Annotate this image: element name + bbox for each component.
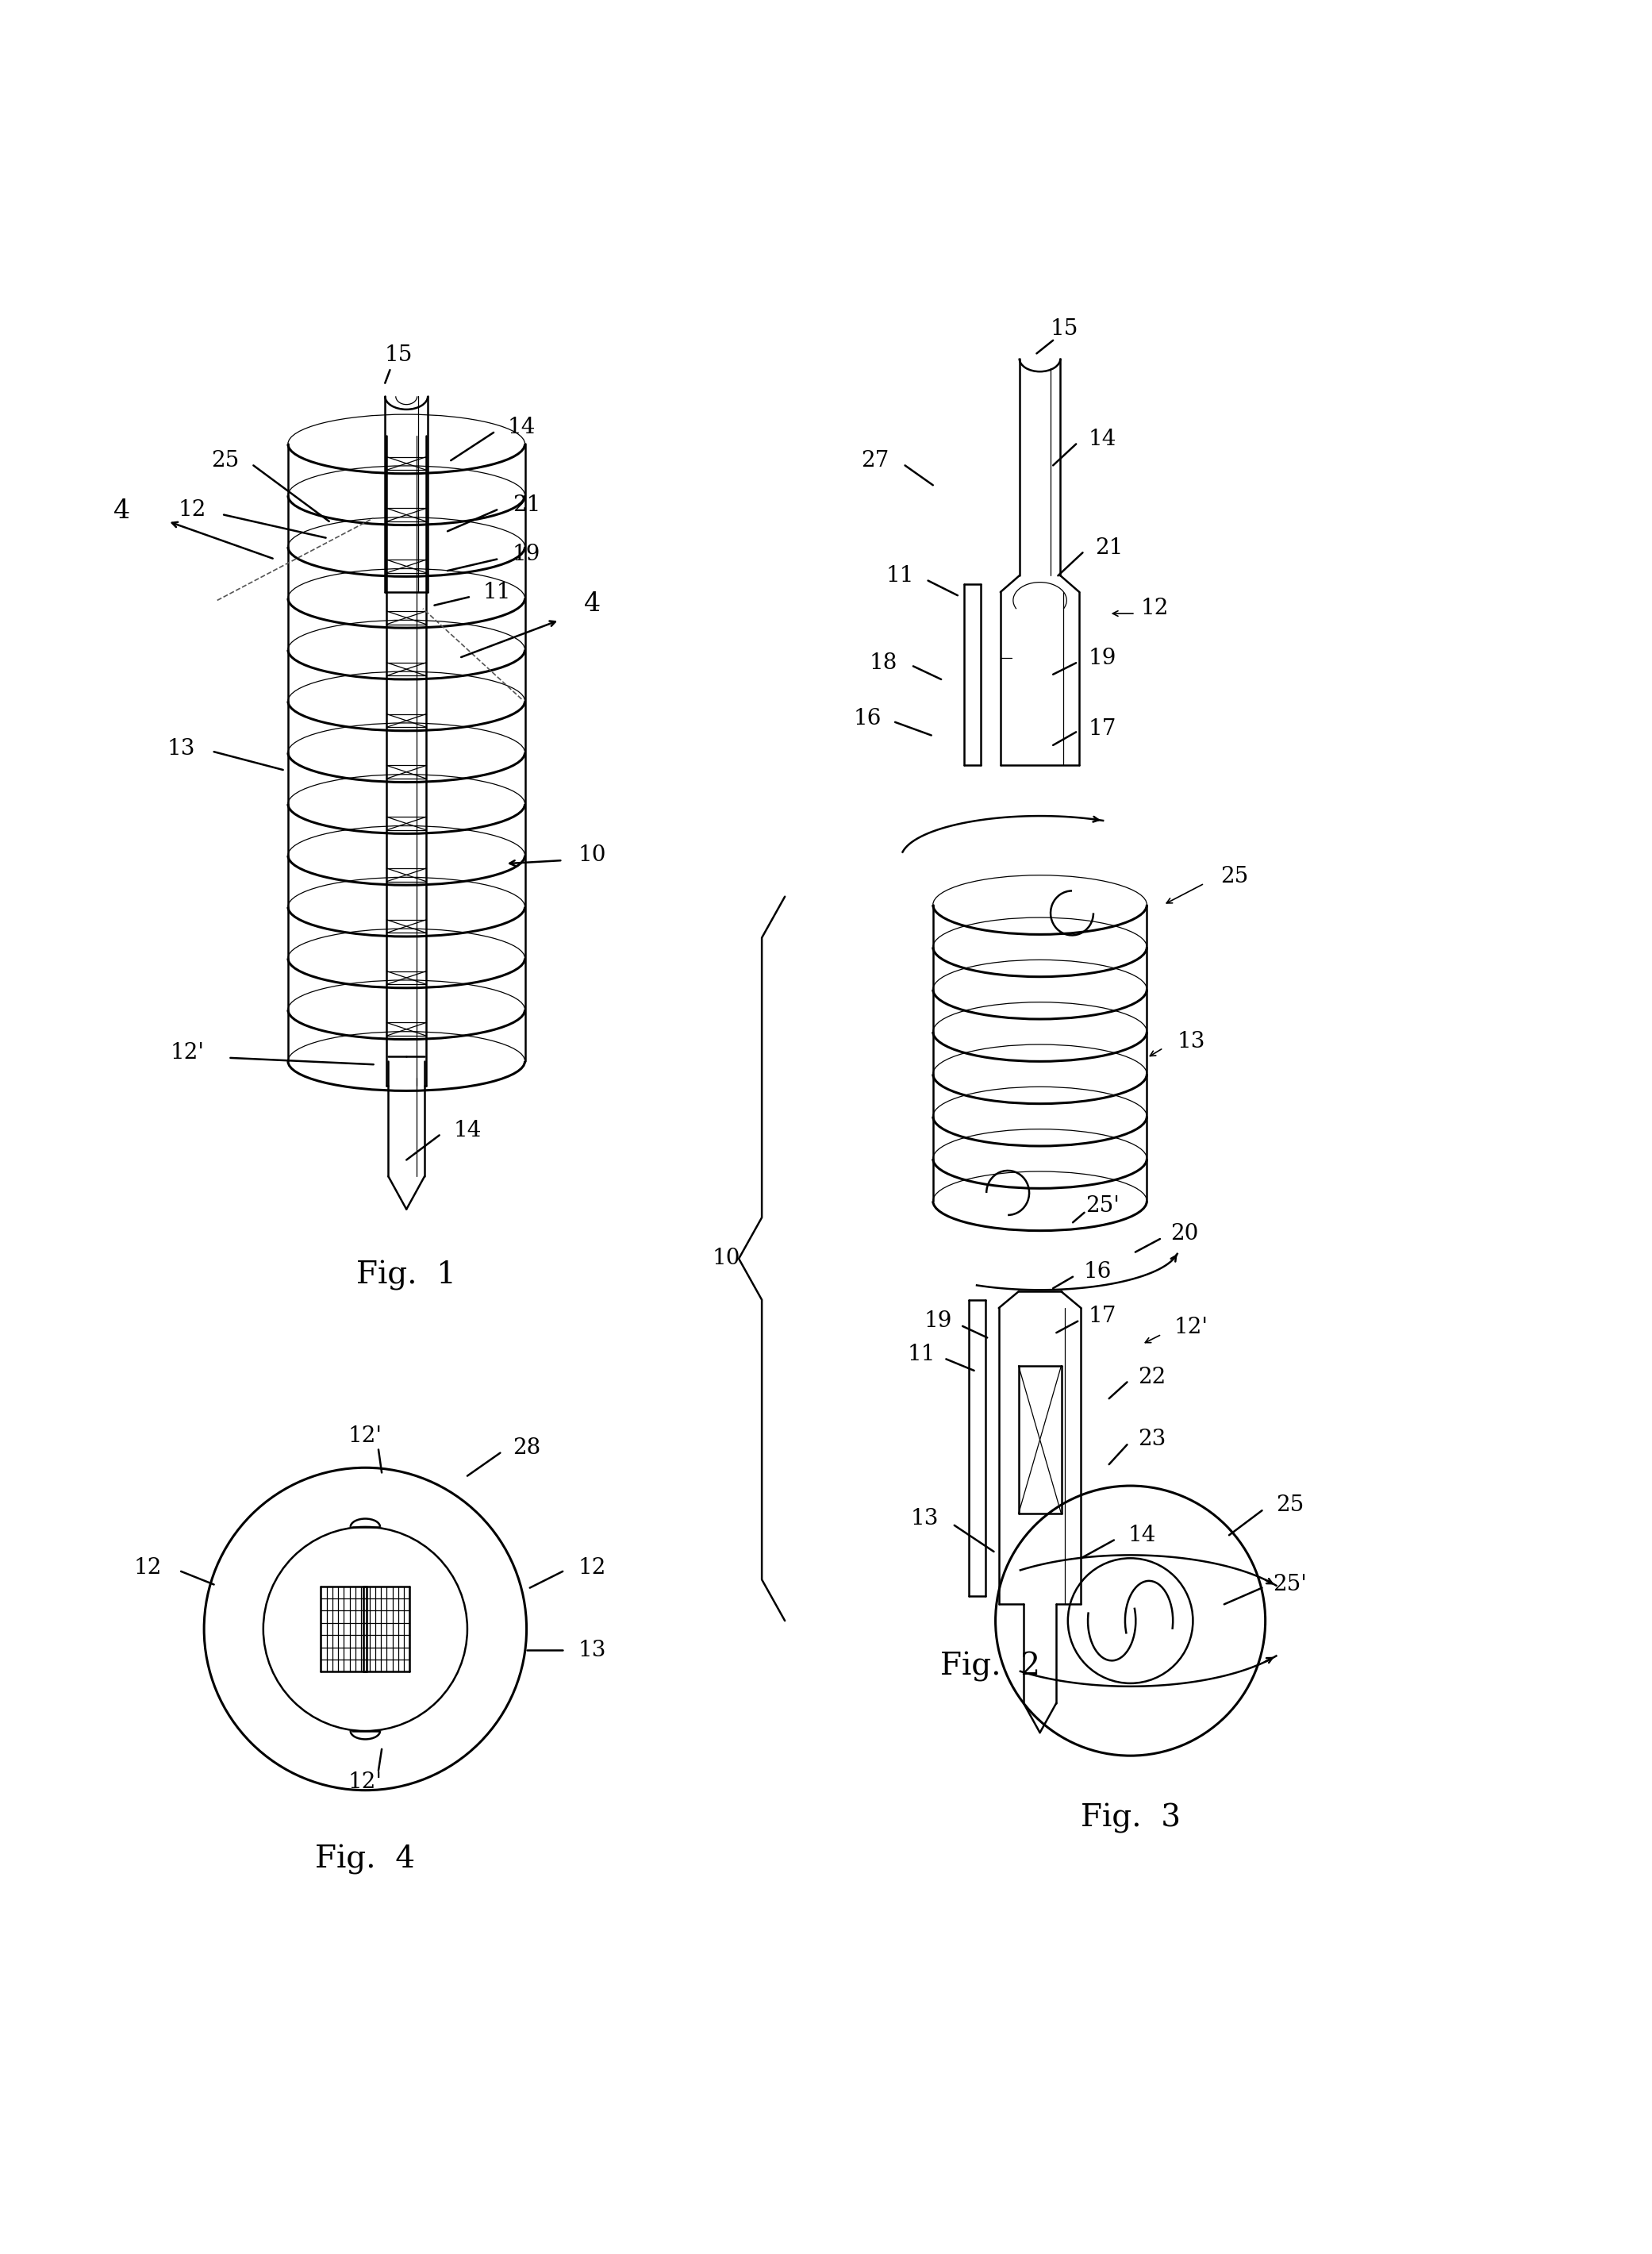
- Text: 14: 14: [453, 1120, 481, 1141]
- Text: 12': 12': [349, 1427, 382, 1447]
- Text: 17: 17: [1089, 1305, 1117, 1328]
- Text: 15: 15: [385, 345, 413, 365]
- Text: 14: 14: [507, 417, 535, 437]
- Text: 14: 14: [1128, 1524, 1156, 1546]
- Text: 21: 21: [512, 494, 540, 516]
- Text: 19: 19: [1089, 647, 1117, 669]
- Text: 17: 17: [1089, 719, 1117, 739]
- Text: 16: 16: [852, 708, 881, 730]
- Text: 21: 21: [1095, 536, 1123, 559]
- Text: 27: 27: [861, 451, 889, 471]
- Text: 15: 15: [1051, 318, 1079, 340]
- Text: 12': 12': [1175, 1316, 1208, 1339]
- Text: 11: 11: [482, 582, 510, 602]
- Text: 13: 13: [578, 1639, 606, 1661]
- Text: 19: 19: [512, 543, 540, 566]
- Text: 12': 12': [170, 1041, 205, 1064]
- Text: 25: 25: [211, 451, 240, 471]
- Text: 12: 12: [1142, 597, 1170, 620]
- Text: Fig.  1: Fig. 1: [357, 1260, 456, 1289]
- Text: 18: 18: [869, 651, 897, 674]
- Text: 25: 25: [1275, 1494, 1303, 1517]
- Text: 12: 12: [578, 1558, 606, 1578]
- Text: Fig.  2: Fig. 2: [940, 1652, 1041, 1681]
- Text: 20: 20: [1171, 1224, 1199, 1244]
- Text: 12: 12: [178, 498, 206, 521]
- Text: 14: 14: [1089, 428, 1117, 451]
- Text: 10: 10: [712, 1249, 740, 1269]
- Text: 16: 16: [1084, 1262, 1112, 1283]
- Text: Fig.  4: Fig. 4: [316, 1844, 415, 1875]
- Text: 12': 12': [349, 1772, 382, 1792]
- Text: 25: 25: [1221, 866, 1247, 888]
- Text: 19: 19: [923, 1310, 952, 1332]
- Text: Fig.  3: Fig. 3: [1080, 1803, 1181, 1833]
- Text: 23: 23: [1138, 1429, 1166, 1449]
- Text: 25': 25': [1274, 1573, 1307, 1596]
- Text: 22: 22: [1138, 1366, 1166, 1388]
- Text: 4: 4: [583, 591, 601, 615]
- Text: 13: 13: [167, 737, 195, 760]
- Text: 11: 11: [885, 566, 914, 586]
- Text: 13: 13: [1178, 1030, 1206, 1053]
- Text: 12: 12: [134, 1558, 162, 1578]
- Text: 25': 25': [1085, 1195, 1120, 1217]
- Text: 4: 4: [114, 498, 131, 525]
- Text: 28: 28: [512, 1438, 540, 1458]
- Text: 13: 13: [910, 1508, 938, 1530]
- Text: 11: 11: [907, 1343, 935, 1366]
- Text: 10: 10: [578, 845, 606, 866]
